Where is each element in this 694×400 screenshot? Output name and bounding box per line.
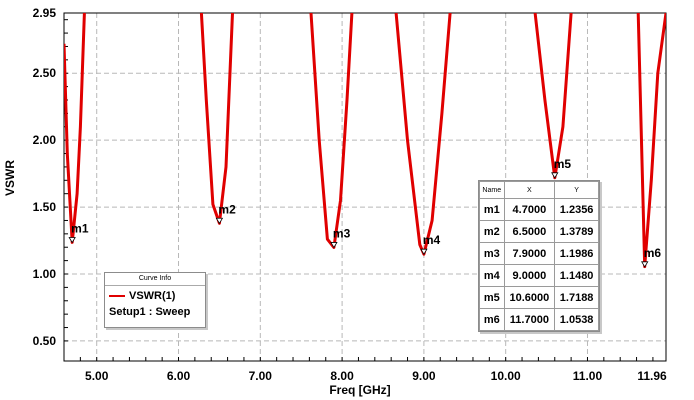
marker-x-cell: 9.0000 <box>503 264 556 287</box>
marker-triangle <box>420 248 428 255</box>
table-row: m1 4.7000 1.2356 <box>479 198 599 221</box>
x-tick-label: 11.96 <box>637 369 667 383</box>
x-tick-label: 6.00 <box>167 369 191 383</box>
marker-table-header-x: X <box>503 181 556 199</box>
table-row: m4 9.0000 1.1480 <box>479 264 599 287</box>
marker-x-cell: 7.9000 <box>503 242 556 265</box>
marker-name-cell: m1 <box>479 198 505 221</box>
marker-label-m6: m6 <box>644 246 662 260</box>
x-tick-label: 10.00 <box>491 369 521 383</box>
marker-table-header-name: Name <box>479 181 505 199</box>
marker-name-cell: m6 <box>479 308 505 331</box>
marker-name-cell: m2 <box>479 220 505 243</box>
x-tick-label: 7.00 <box>249 369 273 383</box>
table-row: m5 10.6000 1.7188 <box>479 286 599 309</box>
marker-label-m2: m2 <box>218 202 236 216</box>
marker-triangle <box>641 261 649 268</box>
curve-info-title: Curve Info <box>105 273 205 286</box>
marker-x-cell: 6.5000 <box>503 220 556 243</box>
marker-x-cell: 11.7000 <box>503 308 556 331</box>
y-tick-label: 0.50 <box>33 334 57 348</box>
vswr-curve-segment <box>533 13 573 180</box>
marker-name-cell: m5 <box>479 286 505 309</box>
marker-x-cell: 4.7000 <box>503 198 556 221</box>
y-tick-label: 1.00 <box>33 267 57 281</box>
marker-y-cell: 1.0538 <box>554 308 599 331</box>
table-row: m3 7.9000 1.1986 <box>479 242 599 265</box>
y-tick-label: 2.95 <box>33 6 57 20</box>
axes: 5.00 6.00 7.00 8.00 9.00 10.00 11.00 11.96 0.50 1… <box>33 6 667 383</box>
marker-name-cell: m3 <box>479 242 505 265</box>
marker-y-cell: 1.7188 <box>554 286 599 309</box>
marker-triangle <box>330 242 338 249</box>
marker-label-m5: m5 <box>554 157 572 171</box>
x-tick-label: 11.00 <box>573 369 603 383</box>
marker-triangle <box>215 217 224 225</box>
legend-entry-setup: Setup1 : Sweep <box>109 306 191 318</box>
marker-y-cell: 1.1986 <box>554 242 599 265</box>
vswr-curve-segment <box>64 13 86 244</box>
marker-y-cell: 1.3789 <box>554 220 599 243</box>
marker-triangle <box>68 237 76 244</box>
marker-y-cell: 1.1480 <box>554 264 599 287</box>
y-axis-title: VSWR <box>3 160 17 196</box>
marker-label-m1: m1 <box>71 221 89 235</box>
table-row: m2 6.5000 1.3789 <box>479 220 599 243</box>
y-tick-label: 2.00 <box>33 133 57 147</box>
marker-table-header-y: Y <box>554 181 599 199</box>
x-axis-title: Freq [GHz] <box>329 383 390 397</box>
marker-x-cell: 10.6000 <box>503 286 556 309</box>
vswr-curve-segment <box>394 13 452 256</box>
legend-entry-vswr: VSWR(1) <box>105 286 205 306</box>
vswr-curve-segment <box>636 13 666 269</box>
y-tick-label: 2.50 <box>33 66 57 80</box>
vswr-curve-segment <box>309 13 354 249</box>
vswr-curve-segment <box>199 13 234 225</box>
marker-y-cell: 1.2356 <box>554 198 599 221</box>
table-row: m6 11.7000 1.0538 <box>479 308 599 331</box>
marker-name-cell: m4 <box>479 264 505 287</box>
x-tick-label: 5.00 <box>85 369 109 383</box>
x-tick-label: 9.00 <box>412 369 436 383</box>
x-tick-label: 8.00 <box>330 369 354 383</box>
y-tick-label: 1.50 <box>33 200 57 214</box>
legend-line-swatch <box>109 295 125 298</box>
marker-label-m3: m3 <box>333 226 351 240</box>
marker-table: Name X Y m1 4.7000 1.2356 m2 6.5000 1.3789 m… <box>478 180 600 332</box>
marker-label-m4: m4 <box>423 233 441 247</box>
marker-triangle <box>551 172 559 179</box>
legend-series-label: VSWR(1) <box>129 290 176 302</box>
plot-frame <box>63 12 667 362</box>
curve-info-legend: Curve Info VSWR(1) Setup1 : Sweep <box>104 272 206 328</box>
